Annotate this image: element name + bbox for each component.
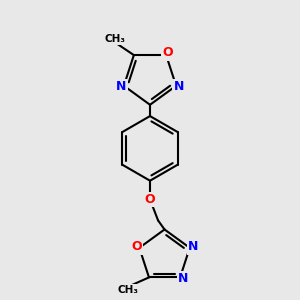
Text: N: N [178, 272, 188, 285]
Text: O: O [162, 46, 173, 59]
Text: N: N [188, 240, 198, 253]
Text: N: N [173, 80, 184, 93]
Text: O: O [131, 240, 142, 253]
Text: O: O [145, 193, 155, 206]
Text: CH₃: CH₃ [118, 286, 139, 296]
Text: N: N [116, 80, 127, 93]
Text: CH₃: CH₃ [105, 34, 126, 44]
